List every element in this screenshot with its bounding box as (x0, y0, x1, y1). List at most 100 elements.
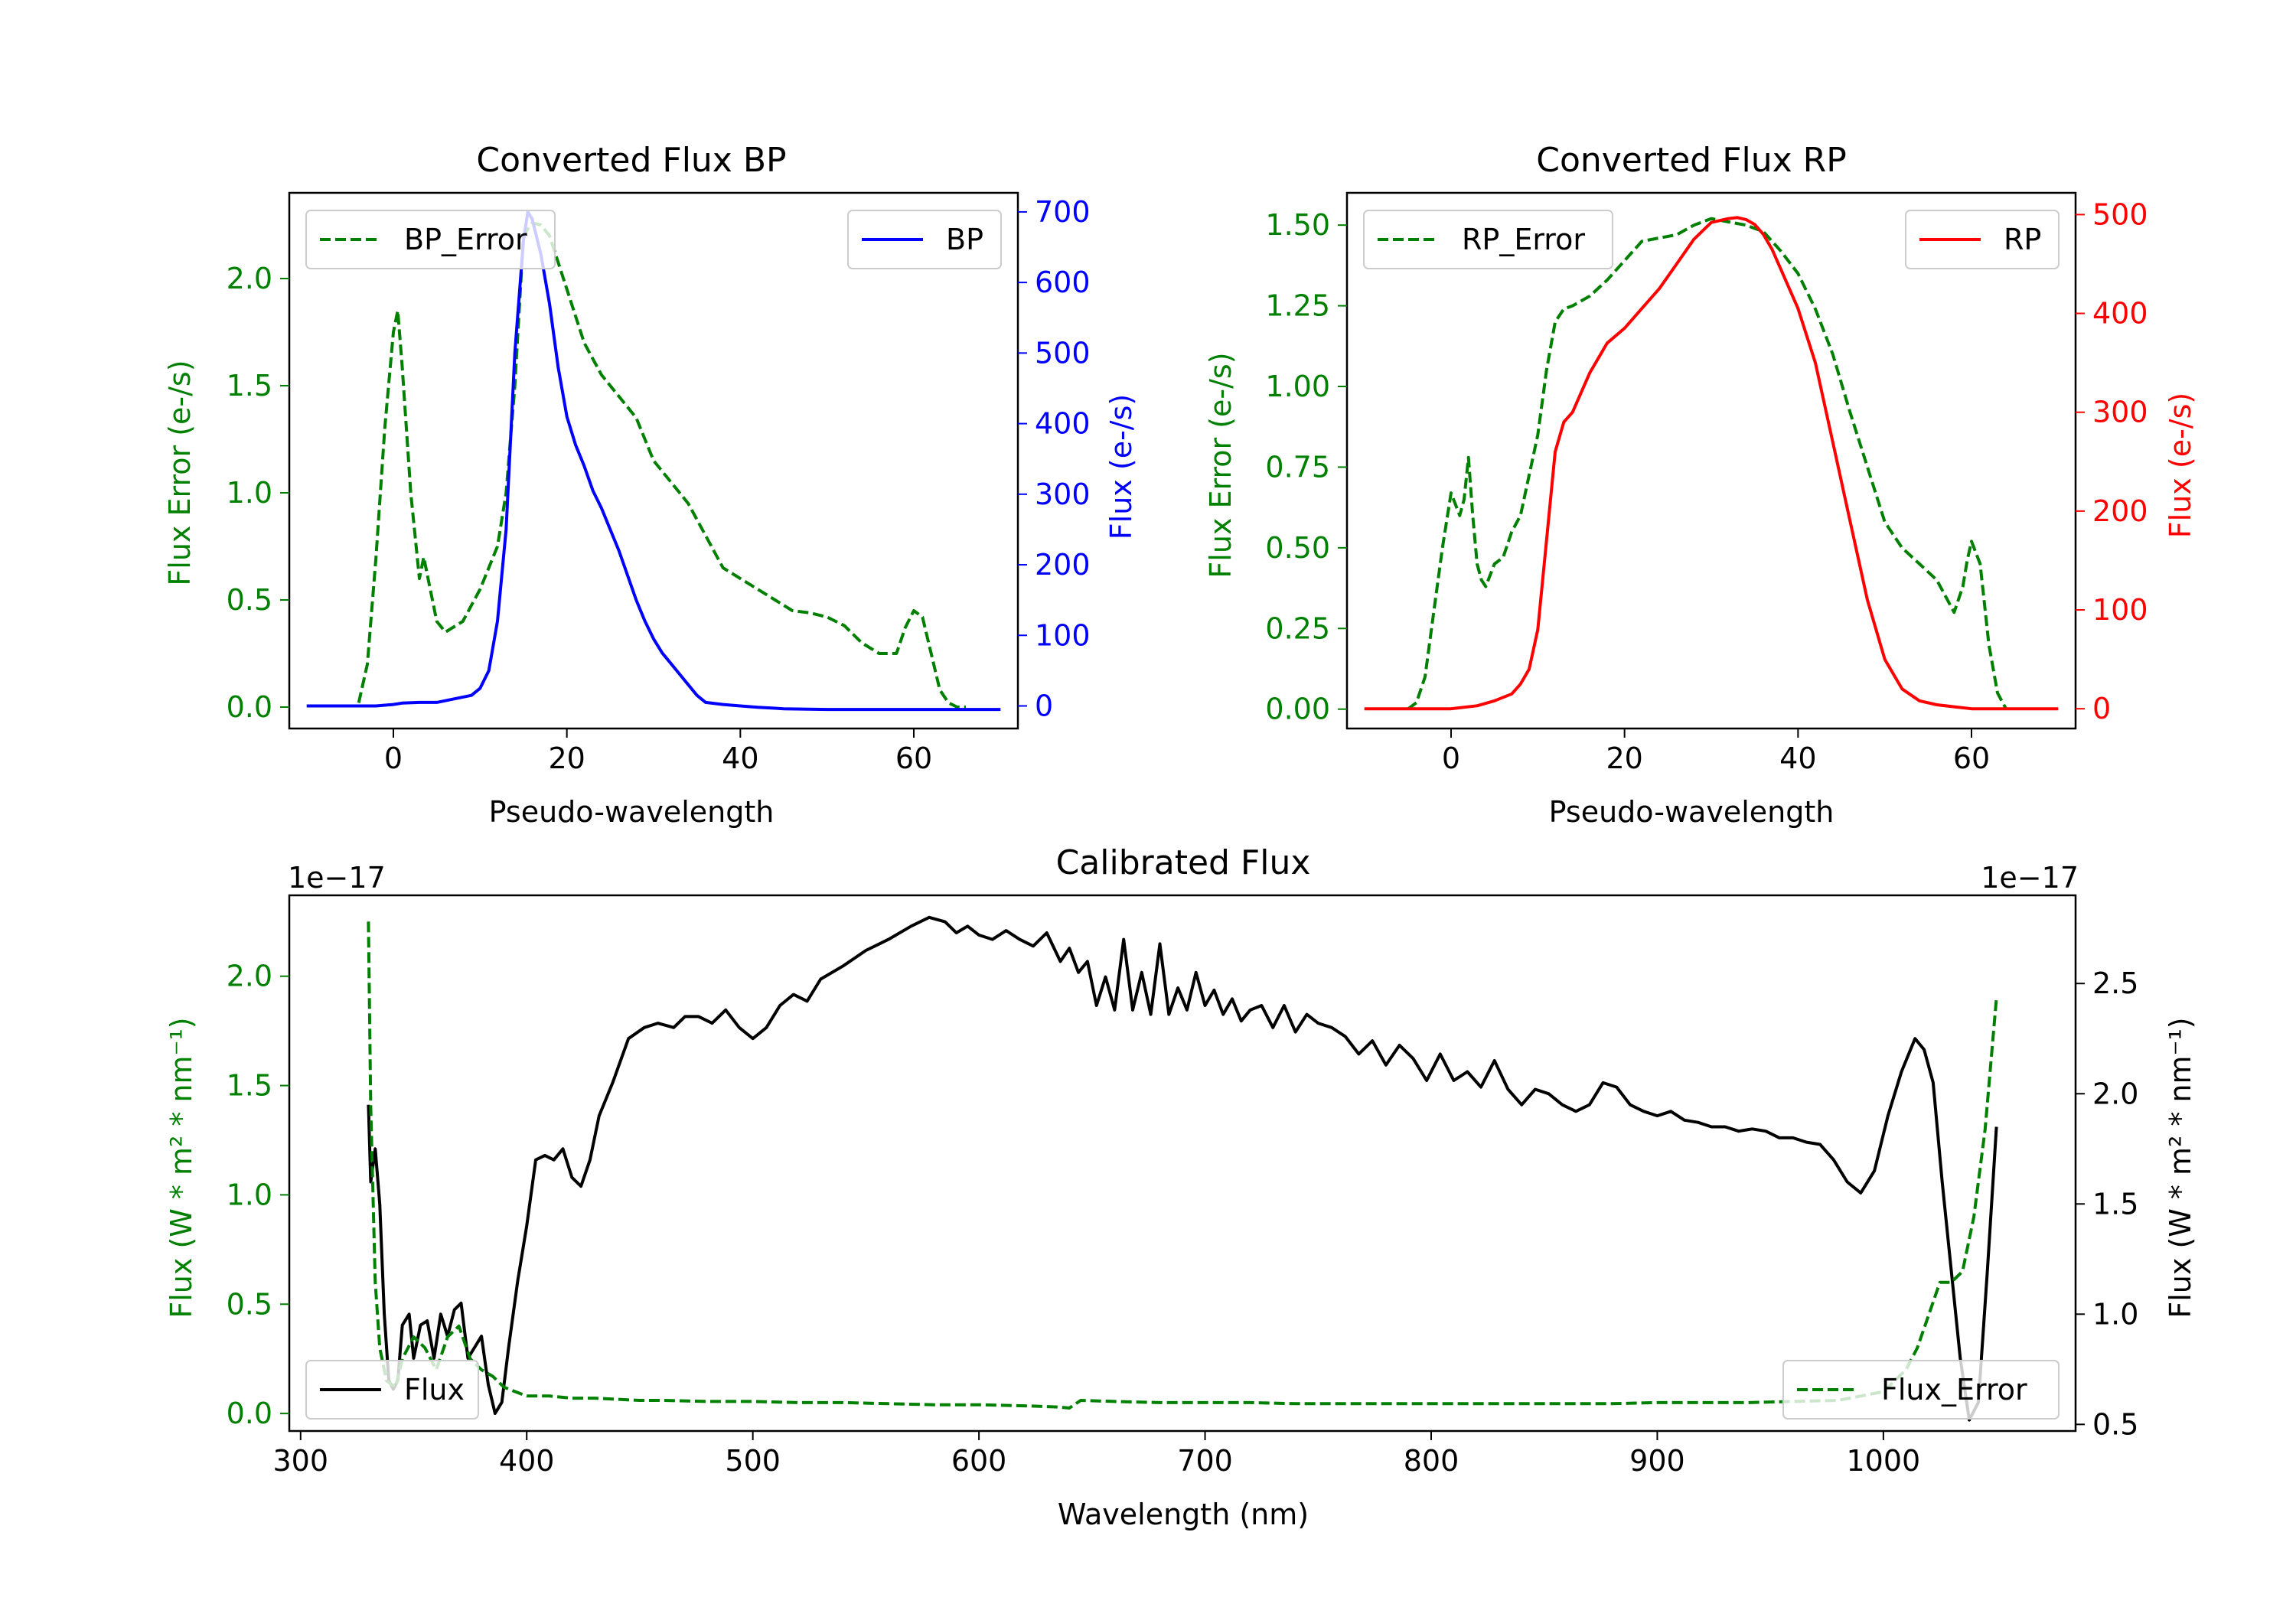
rp-left-ytick-label: 0.00 (1265, 693, 1330, 726)
calibrated-legend-flux: Flux (305, 1360, 479, 1420)
rp-legend-rp-error: RP_Error (1363, 210, 1613, 269)
legend-label: RP (2004, 223, 2041, 256)
rp-xlabel: Pseudo-wavelength (1549, 795, 1835, 829)
rp-left-ytick-label: 1.00 (1265, 370, 1330, 403)
rp-right-ytick-label: 100 (2092, 593, 2148, 627)
calibrated-xtick-label: 800 (1404, 1444, 1459, 1478)
panel-converted-flux-bp: Converted Flux BP Pseudo-wavelength Flux… (163, 141, 1138, 829)
calibrated-xtick-label: 300 (273, 1444, 329, 1478)
rp-legend-rp: RP (1905, 210, 2060, 269)
calibrated-left-ytick-label: 0.5 (227, 1287, 272, 1321)
bp-series-bp (306, 210, 1001, 712)
bp-right-ytick-label: 300 (1035, 478, 1091, 511)
bp-left-ytick-label: 1.0 (227, 476, 272, 510)
rp-left-ytick-label: 0.25 (1265, 611, 1330, 645)
rp-right-ytick-label: 200 (2092, 494, 2148, 528)
rp-xtick-label: 60 (1953, 742, 1990, 775)
bp-left-ytick-label: 1.5 (227, 369, 272, 403)
rp-xtick-label: 0 (1442, 742, 1460, 775)
legend-box (305, 1360, 479, 1420)
bp-left-ytick-label: 2.0 (227, 262, 272, 295)
calibrated-xtick-label: 1000 (1847, 1444, 1921, 1478)
calibrated-xtick-label: 500 (725, 1444, 781, 1478)
calibrated-left-ytick-label: 1.0 (227, 1178, 272, 1211)
rp-title: Converted Flux RP (1536, 141, 1847, 180)
calibrated-xtick-label: 900 (1629, 1444, 1685, 1478)
bp-right-ytick-label: 0 (1035, 689, 1053, 722)
rp-left-ytick-label: 1.50 (1265, 208, 1330, 242)
legend-label: Flux_Error (1881, 1373, 2027, 1407)
calibrated-legend-flux-error: Flux_Error (1782, 1360, 2060, 1420)
cal-right-offset-text: 1e−17 (1981, 861, 2079, 895)
bp-left-ytick-label: 0.5 (227, 583, 272, 617)
bp-left-ytick-label: 0.0 (227, 690, 272, 724)
bp-legend-bp: BP (847, 210, 1002, 269)
bp-right-ytick-label: 200 (1035, 548, 1091, 582)
bp-xtick-label: 0 (384, 742, 403, 775)
rp-left-ylabel: Flux Error (e-/s) (1204, 352, 1238, 578)
legend-box (1905, 210, 2060, 269)
bp-right-ytick-label: 700 (1035, 195, 1091, 229)
calibrated-left-ytick-label: 2.0 (227, 960, 272, 993)
legend-box (847, 210, 1002, 269)
bp-xlabel: Pseudo-wavelength (489, 795, 775, 829)
rp-right-ytick-label: 300 (2092, 396, 2148, 429)
calibrated-right-ytick-label: 2.5 (2092, 966, 2138, 1000)
bp-right-ytick-label: 500 (1035, 336, 1091, 370)
bp-xtick-label: 40 (722, 742, 758, 775)
rp-right-ytick-label: 500 (2092, 197, 2148, 231)
bp-right-ylabel: Flux (e-/s) (1104, 394, 1138, 539)
calibrated-axes-frame (288, 894, 2077, 1433)
legend-label: RP_Error (1462, 223, 1585, 256)
legend-label: BP (946, 223, 983, 256)
rp-xtick-label: 40 (1779, 742, 1816, 775)
bp-right-ytick-label: 100 (1035, 618, 1091, 652)
bp-left-ylabel: Flux Error (e-/s) (163, 360, 197, 585)
legend-box (305, 210, 556, 269)
rp-left-ytick-label: 1.25 (1265, 289, 1330, 323)
calibrated-right-ytick-label: 1.0 (2092, 1297, 2138, 1331)
calibrated-xtick-label: 400 (499, 1444, 555, 1478)
calibrated-series-group (367, 915, 1998, 1422)
cal-right-ylabel: Flux (W * m² * nm⁻¹) (2164, 1017, 2197, 1318)
bp-xtick-label: 60 (895, 742, 932, 775)
bp-axes-frame (288, 191, 1019, 730)
rp-xtick-label: 20 (1606, 742, 1642, 775)
rp-right-ytick-label: 400 (2092, 297, 2148, 331)
rp-series-rp (1364, 216, 2059, 711)
rp-right-ylabel: Flux (e-/s) (2164, 393, 2197, 538)
legend-box (1782, 1360, 2060, 1420)
cal-xlabel: Wavelength (nm) (1058, 1498, 1309, 1531)
legend-label: BP_Error (404, 223, 527, 256)
panel-calibrated-flux: Calibrated Flux Wavelength (nm) 1e−17 1e… (165, 843, 2197, 1531)
bp-legend-bp-error: BP_Error (305, 210, 556, 269)
calibrated-series-flux (367, 915, 1998, 1422)
bp-xtick-label: 20 (548, 742, 585, 775)
bp-right-ytick-label: 600 (1035, 266, 1091, 299)
calibrated-right-ytick-label: 0.5 (2092, 1407, 2138, 1441)
legend-box (1363, 210, 1613, 269)
cal-left-ylabel: Flux (W * m² * nm⁻¹) (165, 1017, 198, 1318)
bp-title: Converted Flux BP (476, 141, 786, 180)
calibrated-series-flux-error (367, 921, 1998, 1410)
calibrated-xtick-label: 600 (951, 1444, 1007, 1478)
cal-left-offset-text: 1e−17 (288, 861, 386, 895)
bp-series-group (306, 210, 1001, 712)
panel-converted-flux-rp: Converted Flux RP Pseudo-wavelength Flux… (1204, 141, 2197, 829)
rp-right-ytick-label: 0 (2092, 692, 2111, 725)
calibrated-right-ytick-label: 2.0 (2092, 1077, 2138, 1110)
rp-axes-frame (1345, 191, 2077, 730)
calibrated-left-ytick-label: 0.0 (227, 1397, 272, 1430)
calibrated-left-ytick-label: 1.5 (227, 1069, 272, 1103)
rp-left-ytick-label: 0.75 (1265, 450, 1330, 484)
calibrated-xtick-label: 700 (1177, 1444, 1233, 1478)
cal-title: Calibrated Flux (1056, 843, 1311, 882)
bp-right-ytick-label: 400 (1035, 407, 1091, 441)
rp-left-ytick-label: 0.50 (1265, 531, 1330, 565)
bp-series-bp-error (357, 221, 966, 709)
rp-series-group (1364, 216, 2059, 711)
rp-series-rp-error (1407, 217, 2008, 711)
calibrated-right-ytick-label: 1.5 (2092, 1187, 2138, 1221)
legend-label: Flux (404, 1373, 465, 1407)
